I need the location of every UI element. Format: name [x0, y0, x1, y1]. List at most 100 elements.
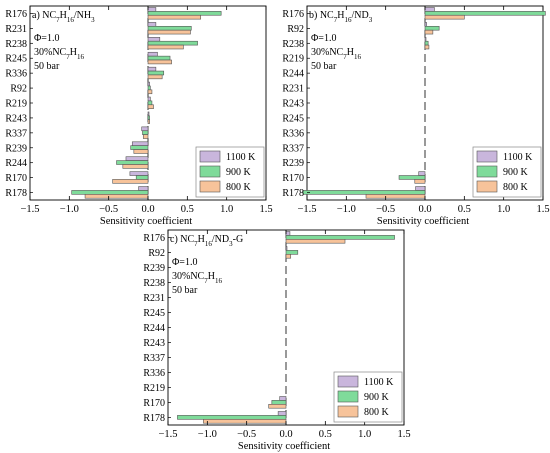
category-label: R244	[143, 323, 165, 334]
condition-phi: Φ=1.0	[34, 33, 59, 44]
bar-r178-900k	[302, 190, 426, 195]
bar-r238-900k	[424, 40, 429, 46]
category-label: R336	[282, 128, 304, 139]
legend-label: 900 K	[503, 167, 529, 178]
bar-r337-1100k	[141, 126, 149, 132]
category-label: R219	[282, 54, 304, 65]
category-label: R336	[5, 69, 27, 80]
condition-fraction: 30%NC7H16	[311, 47, 361, 61]
legend: 1100 K 900 K 800 K	[472, 146, 542, 198]
bar-r92-800k	[424, 29, 434, 35]
condition-pressure: 50 bar	[311, 61, 337, 72]
legend-swatch	[337, 375, 359, 388]
bar-r336-1100k	[147, 66, 157, 72]
category-label: R245	[5, 54, 27, 65]
condition-fraction: 30%NC7H16	[34, 47, 84, 61]
bar-r337-900k	[142, 130, 149, 135]
bar-r219-900k	[147, 100, 153, 106]
legend-label: 800 K	[503, 182, 529, 193]
bar-r231-1100k	[147, 22, 157, 27]
condition-phi: Φ=1.0	[311, 33, 336, 44]
bar-r243-900k	[147, 115, 150, 121]
category-label: R337	[143, 353, 165, 364]
bar-r178-1100k	[277, 411, 287, 416]
category-label: R92	[287, 24, 304, 35]
bar-r170-1100k	[418, 171, 426, 176]
condition-fraction: 30%NC7H16	[172, 271, 222, 285]
bar-r92-1100k	[285, 246, 288, 251]
x-tick-label: −1.5	[297, 204, 316, 215]
bar-r92-900k	[147, 85, 151, 91]
legend-swatch	[476, 180, 498, 193]
category-label: R238	[282, 39, 304, 50]
category-label: R170	[5, 173, 27, 184]
x-tick-label: −1.5	[158, 429, 177, 440]
bar-r176-1100k	[424, 7, 435, 12]
x-tick-label: −1.5	[20, 204, 39, 215]
x-tick-label: 1.5	[259, 204, 272, 215]
category-label: R170	[282, 173, 304, 184]
bar-r245-1100k	[147, 51, 158, 57]
bar-r176-800k	[147, 14, 202, 20]
bar-r170-800k	[414, 179, 426, 184]
bar-r245-800k	[147, 59, 172, 65]
legend-label: 800 K	[226, 182, 252, 193]
bar-r243-800k	[147, 119, 150, 124]
category-label: R245	[143, 308, 165, 319]
category-label: R92	[10, 84, 27, 95]
bar-r170-900k	[135, 175, 149, 180]
bar-r170-1100k	[279, 396, 287, 401]
legend-swatch	[337, 405, 359, 418]
x-axis-label: Sensitivity coefficient	[238, 441, 330, 452]
category-label: R176	[282, 9, 304, 20]
category-label: R245	[282, 113, 304, 124]
category-label: R231	[143, 293, 165, 304]
legend-label: 1100 K	[503, 152, 533, 163]
bar-r176-800k	[285, 239, 346, 244]
legend-swatch	[476, 165, 498, 178]
bar-r219-800k	[147, 104, 154, 109]
bar-r337-800k	[142, 134, 149, 139]
category-label: R239	[5, 143, 27, 154]
condition-phi: Φ=1.0	[172, 257, 197, 268]
legend-swatch	[199, 180, 221, 193]
bar-r92-800k	[147, 89, 153, 95]
bar-r239-900k	[130, 145, 149, 150]
bar-r178-900k	[71, 190, 149, 195]
bar-r176-900k	[285, 235, 395, 240]
category-label: R238	[143, 278, 165, 289]
bar-r238-1100k	[424, 37, 427, 42]
legend-swatch	[476, 150, 498, 163]
bar-r170-800k	[268, 403, 287, 409]
bar-r239-800k	[133, 149, 149, 154]
bar-r238-800k	[424, 44, 430, 50]
x-tick-label: 1.0	[497, 204, 510, 215]
category-label: R178	[143, 413, 165, 424]
bar-r238-900k	[147, 40, 198, 46]
category-label: R176	[143, 233, 165, 244]
category-label: R178	[282, 188, 304, 199]
panel-title: c) NC7H16/ND3-G	[170, 234, 243, 248]
x-tick-label: −1.0	[60, 204, 79, 215]
bar-r92-1100k	[147, 81, 150, 87]
legend-label: 1100 K	[226, 152, 256, 163]
bar-r336-800k	[147, 74, 163, 80]
x-tick-label: 1.0	[220, 204, 233, 215]
category-label: R243	[143, 338, 165, 349]
x-tick-label: −0.5	[99, 204, 118, 215]
x-tick-label: −0.5	[376, 204, 395, 215]
category-label: R231	[5, 24, 27, 35]
x-tick-label: 0.5	[458, 204, 471, 215]
chart-panel-3: R176 R92 R239 R238 R231 R245 R244 R243 R337 R336 R…	[143, 229, 411, 452]
bar-r243-1100k	[147, 111, 150, 117]
x-axis-label: Sensitivity coefficient	[377, 216, 469, 227]
x-tick-label: 0.0	[141, 204, 154, 215]
x-tick-label: 0.5	[319, 429, 332, 440]
bar-r170-900k	[398, 175, 426, 180]
legend: 1100 K 900 K 800 K	[195, 146, 265, 198]
legend: 1100 K 900 K 800 K	[333, 371, 403, 423]
bar-r178-1100k	[138, 186, 149, 191]
category-label: R170	[143, 398, 165, 409]
bar-r170-1100k	[129, 171, 149, 176]
